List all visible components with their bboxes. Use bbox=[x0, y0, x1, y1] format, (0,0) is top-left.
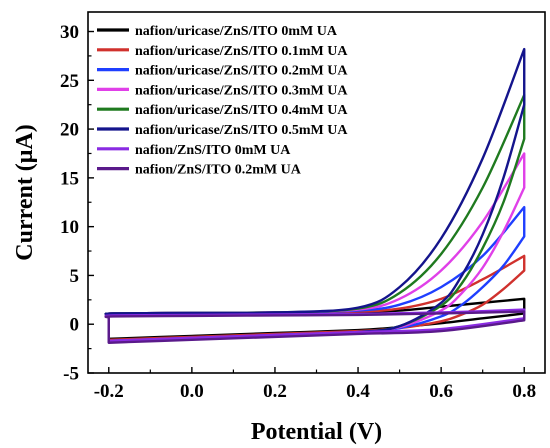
y-tick-label: 20 bbox=[60, 120, 79, 141]
legend-label-1: nafion/uricase/ZnS/ITO 0.1mM UA bbox=[135, 44, 348, 59]
y-tick-label: 15 bbox=[60, 168, 79, 189]
legend-label-6: nafion/ZnS/ITO 0mM UA bbox=[135, 143, 291, 158]
x-tick-label: 0.6 bbox=[429, 381, 453, 402]
legend-label-7: nafion/ZnS/ITO 0.2mM UA bbox=[135, 163, 302, 178]
y-tick-label: 10 bbox=[60, 217, 79, 238]
curves-layer bbox=[104, 47, 526, 344]
y-tick-label: 5 bbox=[70, 266, 80, 287]
x-axis-title: Potential (V) bbox=[251, 419, 382, 445]
series-7-curve bbox=[104, 310, 526, 344]
x-tick-label: 0.8 bbox=[512, 381, 536, 402]
x-tick-label: -0.2 bbox=[94, 381, 124, 402]
x-tick-label: 0.2 bbox=[263, 381, 287, 402]
legend-label-2: nafion/uricase/ZnS/ITO 0.2mM UA bbox=[135, 64, 348, 79]
legend-label-0: nafion/uricase/ZnS/ITO 0mM UA bbox=[135, 24, 338, 39]
y-tick-label: 30 bbox=[60, 22, 79, 43]
legend-label-4: nafion/uricase/ZnS/ITO 0.4mM UA bbox=[135, 103, 348, 118]
y-axis-title: Current (μA) bbox=[12, 124, 38, 260]
y-tick-label: 25 bbox=[60, 71, 79, 92]
ticks-layer: -0.2 0.0 0.2 0.4 0.6 0.8 -5 0 5 10 15 20 25 30 bbox=[60, 22, 536, 402]
y-tick-label: 0 bbox=[70, 315, 80, 336]
legend: nafion/uricase/ZnS/ITO 0mM UA nafion/uric… bbox=[97, 24, 348, 178]
x-tick-label: 0.4 bbox=[346, 381, 370, 402]
legend-label-5: nafion/uricase/ZnS/ITO 0.5mM UA bbox=[135, 123, 348, 138]
x-tick-label: 0.0 bbox=[180, 381, 204, 402]
legend-label-3: nafion/uricase/ZnS/ITO 0.3mM UA bbox=[135, 83, 348, 98]
y-tick-label: -5 bbox=[63, 364, 79, 385]
